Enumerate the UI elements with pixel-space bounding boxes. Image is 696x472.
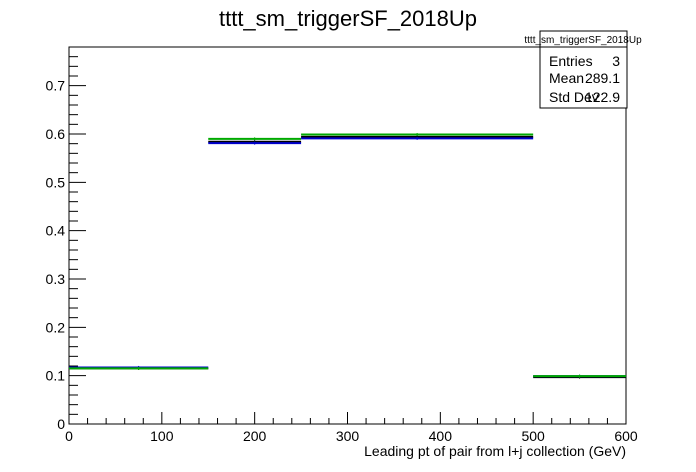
y-tick-label: 0.5 bbox=[46, 174, 66, 190]
x-tick-label: 600 bbox=[614, 428, 638, 444]
x-tick-label: 500 bbox=[521, 428, 545, 444]
chart-title: tttt_sm_triggerSF_2018Up bbox=[219, 6, 477, 31]
x-tick-label: 300 bbox=[336, 428, 360, 444]
x-tick-label: 100 bbox=[150, 428, 174, 444]
stats-box-title: tttt_sm_triggerSF_2018Up bbox=[524, 35, 642, 46]
y-axis-ticks bbox=[69, 46, 86, 425]
stats-box: tttt_sm_triggerSF_2018Up Entries 3 Mean … bbox=[524, 30, 642, 109]
x-axis-tick-labels: 0 100 200 300 400 500 600 bbox=[65, 428, 638, 444]
stats-mean-label: Mean bbox=[549, 70, 584, 86]
y-tick-label: 0 bbox=[57, 416, 65, 432]
histogram-series bbox=[69, 132, 626, 379]
y-tick-label: 0.4 bbox=[46, 223, 66, 239]
y-tick-label: 0.1 bbox=[46, 368, 66, 384]
x-axis-ticks bbox=[68, 412, 627, 424]
stats-stddev-label: Std Dev bbox=[549, 89, 599, 105]
stats-stddev-value: 122.9 bbox=[585, 89, 620, 105]
x-axis-label: Leading pt of pair from l+j collection (… bbox=[364, 443, 626, 459]
y-tick-label: 0.7 bbox=[46, 78, 66, 94]
histogram-series-1 bbox=[69, 136, 626, 378]
histogram-series-2 bbox=[69, 132, 626, 378]
stats-entries-label: Entries bbox=[549, 53, 593, 69]
y-tick-label: 0.6 bbox=[46, 126, 66, 142]
y-tick-label: 0.3 bbox=[46, 271, 66, 287]
histogram-series-0 bbox=[69, 135, 626, 379]
x-tick-label: 200 bbox=[243, 428, 267, 444]
y-tick-label: 0.2 bbox=[46, 319, 66, 335]
stats-mean-value: 289.1 bbox=[585, 70, 620, 86]
x-tick-label: 0 bbox=[65, 428, 73, 444]
y-axis-tick-labels: 0 0.1 0.2 0.3 0.4 0.5 0.6 0.7 bbox=[46, 78, 66, 432]
stats-entries-value: 3 bbox=[612, 53, 620, 69]
x-tick-label: 400 bbox=[429, 428, 453, 444]
